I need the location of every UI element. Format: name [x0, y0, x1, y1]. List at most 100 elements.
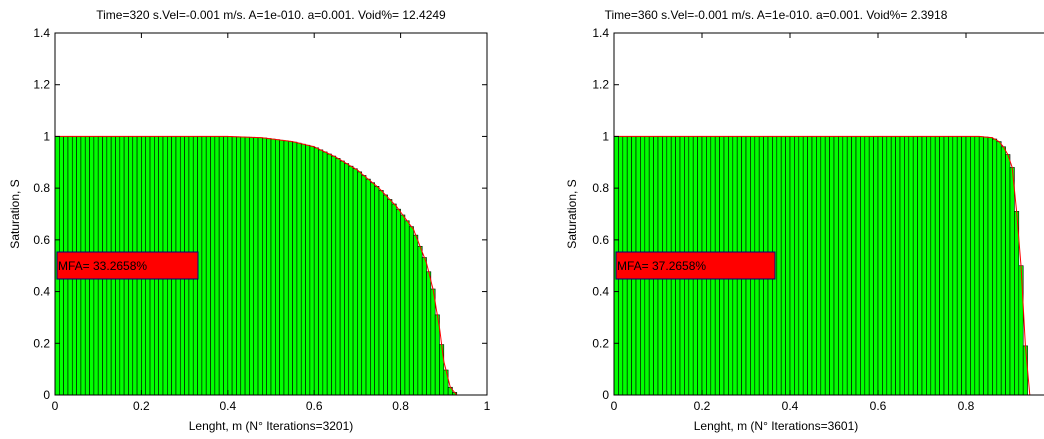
bar [899, 136, 905, 396]
bar [776, 136, 782, 396]
bar [816, 136, 822, 396]
bar [926, 136, 932, 396]
y-tick-label: 1.4 [592, 26, 609, 40]
bar [357, 171, 363, 396]
bar [249, 137, 255, 396]
bar [421, 257, 427, 396]
mfa-label: MFA= 37.2658% [617, 259, 706, 273]
bar [807, 136, 813, 396]
x-tick-label: 0.8 [958, 399, 975, 413]
bar [846, 136, 852, 396]
bar [842, 136, 848, 396]
bar [983, 136, 989, 396]
bar [820, 136, 826, 396]
bar [205, 136, 211, 396]
x-axis-label: Lenght, m (N° Iterations=3601) [694, 419, 859, 433]
bar [1009, 167, 1015, 396]
x-axis-label: Lenght, m (N° Iterations=3201) [189, 419, 354, 433]
bar [266, 138, 272, 396]
x-tick-label: 0 [52, 399, 59, 413]
chart-title: Time=360 s.Vel=-0.001 m/s. A=1e-010. a=0… [605, 8, 948, 22]
bar [417, 246, 423, 396]
y-tick-label: 0.8 [33, 181, 50, 195]
y-tick-label: 1.2 [33, 78, 50, 92]
mfa-box [615, 251, 776, 280]
bar [868, 136, 874, 396]
bar [309, 145, 315, 396]
bar [322, 151, 328, 396]
bar [361, 175, 367, 396]
bar [439, 344, 445, 396]
mfa-box [56, 251, 199, 280]
bar [855, 136, 861, 396]
bar [877, 136, 883, 396]
chart-left: 0 0.2 0.4 0.6 0.8 1 1.2 1.4 0 0.2 0.4 0.6 0.8 1 MFA= … [8, 8, 491, 433]
bar [939, 136, 945, 396]
bar [948, 136, 954, 396]
bar [201, 136, 207, 396]
bar [965, 136, 971, 396]
bar [296, 142, 302, 396]
bar [974, 136, 980, 396]
bar [395, 208, 401, 396]
x-tick-label: 0.6 [870, 399, 887, 413]
bar [794, 136, 800, 396]
bar [956, 136, 962, 396]
bar [1022, 345, 1028, 396]
bar [426, 271, 432, 396]
y-tick-label: 0.4 [33, 285, 50, 299]
bar [934, 136, 940, 396]
x-tick-label: 0.8 [392, 399, 409, 413]
bar [443, 369, 449, 396]
bar [1014, 211, 1020, 396]
bar [344, 163, 350, 396]
bar [339, 160, 345, 396]
bar [313, 147, 319, 396]
bar [391, 203, 397, 396]
chart-right: 0 0.2 0.4 0.6 0.8 1 1.2 1.4 0 0.2 0.4 0.6 0.8 MFA= 3… [565, 8, 1044, 433]
bar [240, 136, 246, 396]
y-tick-label: 1.4 [33, 26, 50, 40]
y-tick-label: 0.6 [592, 233, 609, 247]
bar [253, 137, 259, 396]
bar [365, 178, 371, 396]
bar [218, 136, 224, 396]
bar [904, 136, 910, 396]
bar [798, 136, 804, 396]
bar [930, 136, 936, 396]
bar [829, 136, 835, 396]
x-tick-label: 0.2 [694, 399, 711, 413]
bar [374, 186, 380, 396]
bar [978, 136, 984, 396]
bar [292, 141, 298, 396]
mfa-annotation: MFA= 37.2658% [615, 251, 776, 280]
bar [430, 288, 436, 396]
bar [331, 155, 337, 396]
bar [970, 136, 976, 396]
chart-title: Time=320 s.Vel=-0.001 m/s. A=1e-010. a=0… [96, 8, 446, 22]
axes-box [54, 32, 488, 396]
bar [908, 136, 914, 396]
y-tick-label: 0 [602, 388, 609, 402]
bar [895, 136, 901, 396]
bar [912, 136, 918, 396]
bar [305, 144, 311, 396]
x-tick-label: 1 [484, 399, 491, 413]
bar [348, 165, 354, 396]
mfa-annotation: MFA= 33.2658% [56, 251, 199, 280]
bar [785, 136, 791, 396]
bar [780, 136, 786, 396]
y-tick-label: 0.6 [33, 233, 50, 247]
y-axis-label: Saturation, S [8, 179, 22, 248]
bar [257, 137, 263, 396]
bar [404, 220, 410, 396]
bar [434, 314, 440, 396]
bar [300, 143, 306, 396]
bar [287, 141, 293, 396]
x-tick-label: 0.4 [782, 399, 799, 413]
y-tick-label: 0 [43, 388, 50, 402]
bar [961, 136, 967, 396]
bar [335, 158, 341, 396]
bar [275, 139, 280, 396]
bar [921, 136, 927, 396]
